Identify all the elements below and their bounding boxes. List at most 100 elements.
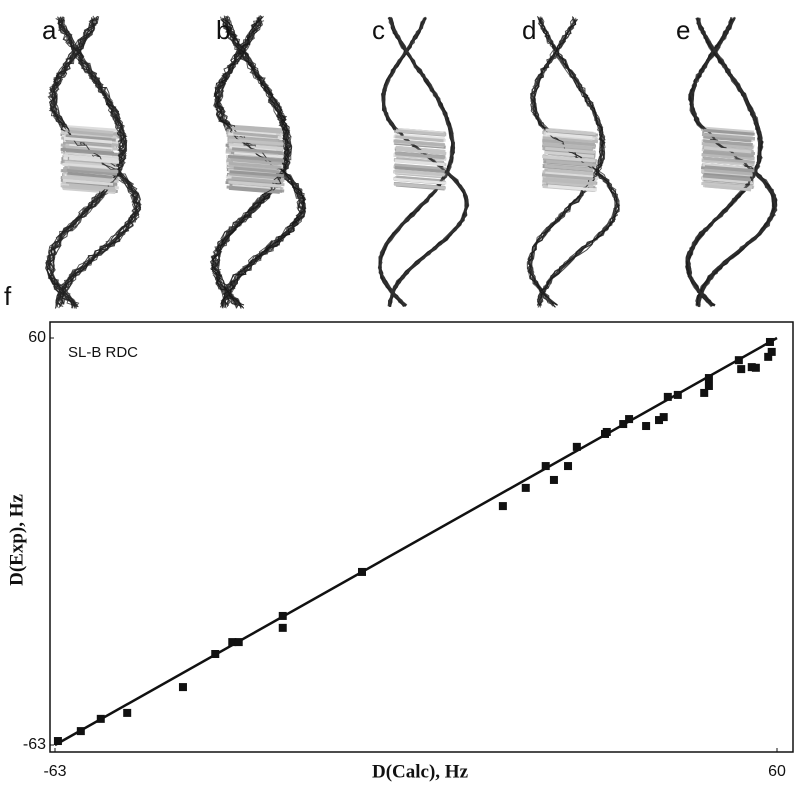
data-point — [747, 363, 756, 372]
strand — [46, 16, 128, 309]
fit-line — [54, 336, 778, 747]
y-tick-label: 60 — [28, 329, 46, 346]
data-point — [764, 352, 773, 361]
base-pair — [704, 172, 754, 180]
x-axis-label: D(Calc), Hz — [372, 761, 469, 782]
base-pair — [225, 124, 284, 132]
base-pair — [69, 129, 113, 137]
base-pair — [542, 136, 599, 144]
data-point — [76, 727, 85, 736]
base-pair — [233, 166, 280, 174]
data-point — [767, 347, 776, 356]
base-pair — [704, 184, 752, 192]
data-point — [625, 415, 634, 424]
base-pair — [703, 156, 755, 164]
base-pair — [547, 168, 594, 176]
base-pair — [702, 176, 753, 184]
data-point — [673, 390, 682, 399]
strand — [211, 19, 289, 309]
base-pair — [394, 166, 445, 173]
base-pair — [544, 164, 594, 172]
data-point — [521, 483, 530, 492]
strand — [382, 18, 469, 307]
data-point — [704, 381, 713, 390]
base-pair — [703, 150, 752, 158]
data-point — [498, 502, 507, 511]
panel-label: c — [372, 15, 385, 45]
base-pair — [67, 171, 113, 179]
panel-label: e — [676, 15, 690, 45]
strand — [50, 17, 141, 308]
x-tick-label: -63 — [43, 763, 66, 780]
data-point — [642, 422, 651, 431]
base-pair — [394, 139, 445, 147]
base-pair — [704, 165, 755, 173]
strand — [527, 16, 606, 307]
base-pair — [229, 164, 277, 172]
base-pair — [228, 161, 282, 169]
data-point — [228, 638, 237, 647]
base-pair — [701, 133, 756, 141]
base-pair — [62, 141, 112, 149]
base-pair — [393, 182, 446, 190]
base-pair — [393, 177, 447, 185]
base-pair — [230, 126, 284, 134]
data-point — [737, 365, 746, 374]
base-pair — [65, 134, 116, 142]
base-pair — [227, 136, 279, 144]
strand — [685, 17, 763, 307]
base-pair — [542, 155, 596, 163]
data-point — [211, 650, 220, 659]
plot-title: SL-B RDC — [68, 344, 138, 361]
base-pair — [541, 173, 594, 181]
base-pair — [232, 129, 277, 137]
y-tick-label: -63 — [23, 736, 46, 753]
base-pair — [396, 175, 445, 183]
data-point — [564, 462, 573, 471]
base-pair — [701, 142, 754, 150]
structures — [45, 15, 778, 309]
data-point — [357, 567, 366, 576]
base-pair — [395, 147, 447, 155]
base-pair — [543, 178, 594, 186]
base-pair — [69, 166, 119, 174]
data-point — [704, 374, 713, 383]
data-point — [659, 413, 668, 422]
base-pair — [234, 151, 284, 159]
base-pair — [231, 147, 282, 155]
base-pair — [66, 168, 118, 176]
base-pair — [233, 131, 278, 139]
base-pair — [231, 176, 282, 184]
base-pair — [545, 132, 593, 140]
data-point — [751, 363, 760, 372]
base-pair — [62, 124, 119, 132]
base-pair — [68, 156, 120, 164]
base-pair — [542, 157, 593, 165]
base-pair — [702, 163, 752, 171]
data-point — [663, 392, 672, 401]
base-pair — [701, 153, 755, 161]
base-pair — [228, 186, 280, 194]
strand — [527, 17, 604, 306]
panel-label: f — [4, 281, 12, 311]
base-pair — [395, 129, 446, 137]
base-pair — [543, 139, 596, 147]
base-pair — [68, 183, 116, 191]
base-pair — [547, 184, 598, 192]
strand — [378, 16, 455, 307]
data-point — [123, 708, 132, 717]
panel-label: d — [522, 15, 536, 45]
base-pair — [546, 159, 596, 167]
strand — [50, 17, 141, 306]
base-pair — [228, 180, 282, 188]
base-pair — [547, 180, 594, 188]
data-point — [765, 337, 774, 346]
base-pair — [63, 136, 113, 144]
base-pair — [69, 143, 113, 151]
base-pair — [62, 178, 114, 186]
plot-frame — [49, 321, 794, 753]
data-point — [278, 623, 287, 632]
data-point — [549, 475, 558, 484]
data-point — [541, 462, 550, 471]
